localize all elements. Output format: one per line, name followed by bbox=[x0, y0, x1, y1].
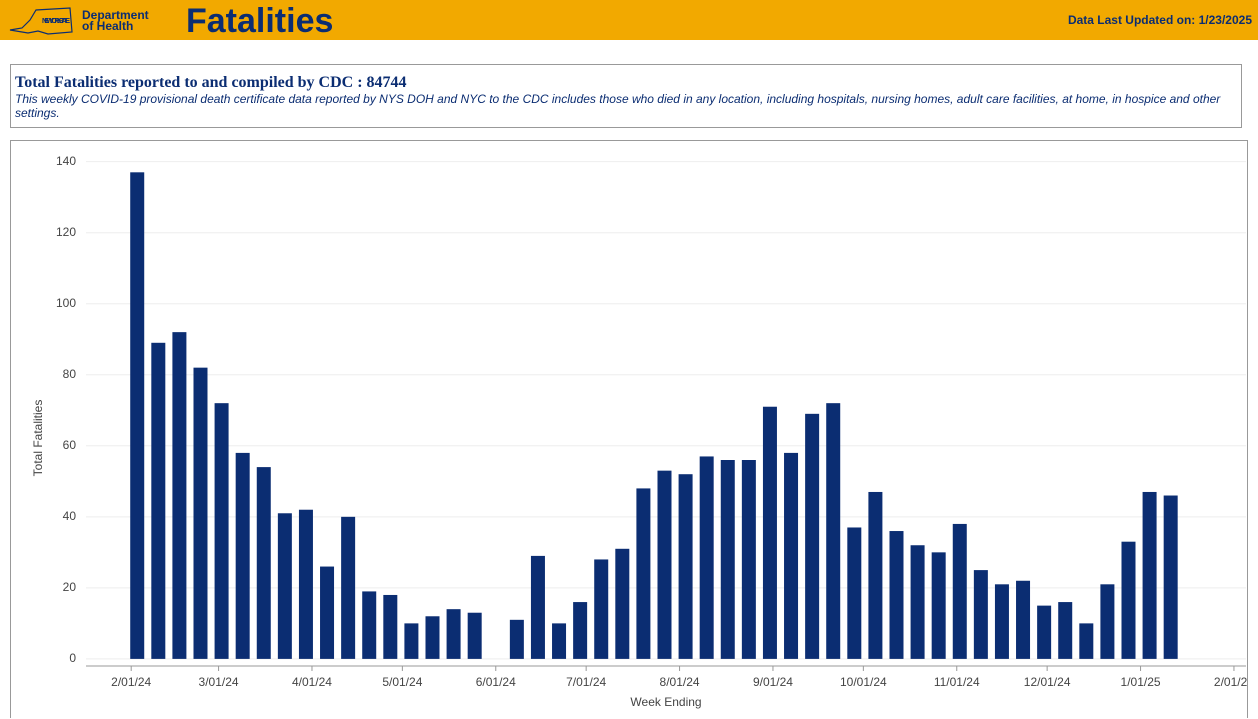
bar bbox=[657, 470, 672, 659]
x-tick-label: 12/01/24 bbox=[1024, 675, 1071, 689]
bar bbox=[615, 548, 630, 659]
bar bbox=[1016, 580, 1031, 659]
bar bbox=[741, 460, 756, 659]
y-axis-label: Total Fatalities bbox=[31, 400, 45, 477]
bar bbox=[425, 616, 440, 659]
y-tick-label: 100 bbox=[56, 296, 76, 310]
bar bbox=[784, 452, 799, 659]
bar bbox=[805, 413, 820, 659]
y-tick-label: 20 bbox=[63, 580, 77, 594]
bar bbox=[172, 332, 187, 659]
bar bbox=[214, 403, 229, 659]
updated-date: Data Last Updated on: 1/23/2025 bbox=[1067, 13, 1252, 27]
bar bbox=[847, 527, 862, 659]
bar bbox=[467, 612, 482, 659]
x-tick-label: 11/01/24 bbox=[934, 675, 980, 689]
bar bbox=[1037, 605, 1052, 659]
bar bbox=[362, 591, 377, 659]
bar bbox=[678, 474, 693, 659]
bar bbox=[1121, 541, 1136, 659]
x-tick-label: 10/01/24 bbox=[840, 675, 887, 689]
bar bbox=[952, 523, 967, 659]
y-tick-label: 80 bbox=[63, 367, 77, 381]
header-bar: NEW YORK STATE Department of Health Fata… bbox=[0, 0, 1258, 40]
bar bbox=[341, 516, 356, 659]
bar bbox=[931, 552, 946, 659]
x-axis-label: Week Ending bbox=[630, 695, 701, 709]
page-title: Fatalities bbox=[186, 2, 334, 40]
bar bbox=[235, 452, 250, 659]
bar bbox=[404, 623, 419, 659]
bar bbox=[193, 367, 208, 659]
bar bbox=[973, 570, 988, 659]
info-box: Total Fatalities reported to and compile… bbox=[10, 64, 1242, 128]
bar bbox=[594, 559, 609, 659]
bar bbox=[826, 403, 841, 659]
bar bbox=[509, 619, 524, 659]
bar bbox=[530, 555, 545, 659]
bar bbox=[720, 460, 735, 659]
info-title: Total Fatalities reported to and compile… bbox=[15, 74, 407, 91]
bar bbox=[298, 509, 313, 659]
info-description: This weekly COVID-19 provisional death c… bbox=[15, 92, 1221, 120]
x-tick-label: 5/01/24 bbox=[382, 675, 422, 689]
bar bbox=[910, 545, 925, 659]
y-tick-label: 120 bbox=[56, 225, 76, 239]
logo-text: NEW YORK STATE bbox=[42, 18, 70, 25]
x-tick-label: 9/01/24 bbox=[753, 675, 793, 689]
bar bbox=[320, 566, 335, 659]
bar bbox=[1079, 623, 1094, 659]
bar bbox=[762, 406, 777, 659]
x-tick-label: 1/01/25 bbox=[1121, 675, 1161, 689]
bar bbox=[446, 609, 461, 659]
bar bbox=[636, 488, 651, 659]
bar bbox=[1163, 495, 1178, 659]
bar bbox=[277, 513, 292, 659]
y-tick-label: 60 bbox=[63, 438, 77, 452]
bar bbox=[994, 584, 1009, 659]
chart: Total Fatalities Week Ending 0 20 40 60 80 10… bbox=[31, 154, 1247, 709]
department: Department of Health bbox=[82, 8, 149, 33]
x-tick-label: 8/01/24 bbox=[660, 675, 700, 689]
y-tick-label: 40 bbox=[63, 509, 77, 523]
bar bbox=[1100, 584, 1115, 659]
x-tick-label: 4/01/24 bbox=[292, 675, 332, 689]
bar bbox=[573, 602, 588, 659]
x-tick-label: 2/01/25 bbox=[1214, 675, 1247, 689]
x-tick-label: 2/01/24 bbox=[111, 675, 151, 689]
bar bbox=[699, 456, 714, 659]
bar bbox=[1142, 491, 1157, 659]
bar bbox=[889, 531, 904, 659]
bar bbox=[383, 594, 398, 659]
bar bbox=[868, 491, 883, 659]
bar bbox=[130, 172, 145, 659]
y-tick-label: 0 bbox=[69, 651, 76, 665]
x-tick-label: 3/01/24 bbox=[199, 675, 239, 689]
nys-logo: NEW YORK STATE bbox=[9, 7, 73, 35]
x-tick-label: 6/01/24 bbox=[476, 675, 516, 689]
bar bbox=[151, 342, 166, 659]
chart-box: Total Fatalities Week Ending 0 20 40 60 80 10… bbox=[10, 140, 1248, 718]
y-tick-label: 140 bbox=[56, 154, 76, 168]
bar bbox=[1058, 602, 1073, 659]
bar bbox=[256, 467, 271, 659]
bar bbox=[552, 623, 567, 659]
x-tick-label: 7/01/24 bbox=[566, 675, 606, 689]
